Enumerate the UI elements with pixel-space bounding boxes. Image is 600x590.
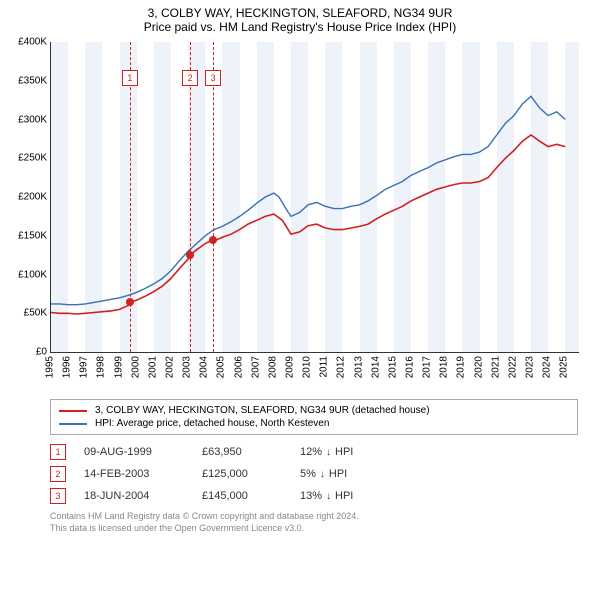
- x-tick-label: 2022: [507, 356, 518, 378]
- y-tick-label: £50K: [1, 308, 47, 319]
- x-tick-label: 1998: [96, 356, 107, 378]
- x-tick-label: 2003: [182, 356, 193, 378]
- legend-swatch-1: [59, 410, 87, 412]
- y-axis-ticks: £0£50K£100K£150K£200K£250K£300K£350K£400…: [1, 42, 47, 352]
- sale-row-date: 14-FEB-2003: [84, 468, 184, 480]
- sale-row-pct-vs-hpi: 12% ↓ HPI: [300, 446, 410, 458]
- x-tick-label: 2009: [285, 356, 296, 378]
- sale-pct-value: 13%: [300, 490, 322, 502]
- sale-row-date: 18-JUN-2004: [84, 490, 184, 502]
- x-tick-label: 2023: [525, 356, 536, 378]
- x-tick-label: 2005: [216, 356, 227, 378]
- x-tick-label: 2020: [473, 356, 484, 378]
- sale-row-badge: 1: [50, 444, 66, 460]
- x-tick-label: 2002: [165, 356, 176, 378]
- x-tick-label: 2001: [147, 356, 158, 378]
- chart-titles: 3, COLBY WAY, HECKINGTON, SLEAFORD, NG34…: [0, 0, 600, 34]
- legend-label-2: HPI: Average price, detached house, Nort…: [95, 418, 329, 429]
- x-tick-label: 2000: [130, 356, 141, 378]
- arrow-down-icon: ↓: [326, 491, 331, 502]
- arrow-down-icon: ↓: [320, 469, 325, 480]
- sale-row: 2 14-FEB-2003 £125,000 5% ↓ HPI: [50, 463, 578, 485]
- legend-row-2: HPI: Average price, detached house, Nort…: [59, 417, 569, 430]
- x-tick-label: 2004: [199, 356, 210, 378]
- sale-vs-label: HPI: [329, 468, 347, 480]
- sale-marker-vline: [213, 42, 214, 352]
- sale-row-badge: 3: [50, 488, 66, 504]
- sale-marker-badge: 3: [205, 70, 221, 86]
- legend: 3, COLBY WAY, HECKINGTON, SLEAFORD, NG34…: [50, 399, 578, 435]
- sale-vs-label: HPI: [335, 446, 353, 458]
- sale-marker-badge: 1: [122, 70, 138, 86]
- sale-row-date: 09-AUG-1999: [84, 446, 184, 458]
- sale-vs-label: HPI: [335, 490, 353, 502]
- x-tick-label: 2008: [267, 356, 278, 378]
- x-tick-label: 1995: [45, 356, 56, 378]
- x-tick-label: 2017: [422, 356, 433, 378]
- legend-row-1: 3, COLBY WAY, HECKINGTON, SLEAFORD, NG34…: [59, 404, 569, 417]
- x-tick-label: 2006: [233, 356, 244, 378]
- title-line-1: 3, COLBY WAY, HECKINGTON, SLEAFORD, NG34…: [0, 6, 600, 20]
- x-tick-label: 2018: [439, 356, 450, 378]
- sale-row-price: £63,950: [202, 446, 282, 458]
- plot-area: £0£50K£100K£150K£200K£250K£300K£350K£400…: [50, 42, 579, 353]
- y-tick-label: £400K: [1, 37, 47, 48]
- sale-pct-value: 5%: [300, 468, 316, 480]
- series-line: [51, 135, 565, 314]
- y-tick-label: £350K: [1, 75, 47, 86]
- sale-marker-badge: 2: [182, 70, 198, 86]
- y-tick-label: £300K: [1, 114, 47, 125]
- sale-row-pct-vs-hpi: 5% ↓ HPI: [300, 468, 410, 480]
- x-tick-label: 2014: [370, 356, 381, 378]
- plot-outer: £0£50K£100K£150K£200K£250K£300K£350K£400…: [50, 42, 578, 397]
- y-tick-label: £0: [1, 347, 47, 358]
- footer-line-1: Contains HM Land Registry data © Crown c…: [50, 511, 578, 523]
- x-tick-label: 1997: [79, 356, 90, 378]
- sale-row-pct-vs-hpi: 13% ↓ HPI: [300, 490, 410, 502]
- footer-line-2: This data is licensed under the Open Gov…: [50, 523, 578, 535]
- sale-row-price: £145,000: [202, 490, 282, 502]
- x-tick-label: 2010: [302, 356, 313, 378]
- x-tick-label: 1996: [62, 356, 73, 378]
- x-tick-label: 2021: [490, 356, 501, 378]
- x-tick-label: 2019: [456, 356, 467, 378]
- sale-row: 3 18-JUN-2004 £145,000 13% ↓ HPI: [50, 485, 578, 507]
- sale-marker-vline: [190, 42, 191, 352]
- x-tick-label: 2024: [542, 356, 553, 378]
- y-tick-label: £100K: [1, 269, 47, 280]
- x-tick-label: 2012: [336, 356, 347, 378]
- y-tick-label: £150K: [1, 230, 47, 241]
- y-tick-label: £250K: [1, 153, 47, 164]
- sale-events-table: 1 09-AUG-1999 £63,950 12% ↓ HPI 2 14-FEB-2003 £1…: [50, 441, 578, 507]
- sale-row-badge: 2: [50, 466, 66, 482]
- y-tick-label: £200K: [1, 192, 47, 203]
- series-line: [51, 96, 565, 304]
- chart-container: 3, COLBY WAY, HECKINGTON, SLEAFORD, NG34…: [0, 0, 600, 534]
- title-line-2: Price paid vs. HM Land Registry's House …: [0, 20, 600, 34]
- sale-marker-dot: [186, 251, 194, 259]
- sale-row-price: £125,000: [202, 468, 282, 480]
- x-tick-label: 2013: [353, 356, 364, 378]
- sale-marker-dot: [126, 298, 134, 306]
- legend-label-1: 3, COLBY WAY, HECKINGTON, SLEAFORD, NG34…: [95, 405, 430, 416]
- x-axis-ticks: 1995199619971998199920002001200220032004…: [50, 353, 578, 397]
- footer-attribution: Contains HM Land Registry data © Crown c…: [50, 511, 578, 534]
- x-tick-label: 2015: [387, 356, 398, 378]
- x-tick-label: 2011: [319, 356, 330, 378]
- x-tick-label: 2016: [405, 356, 416, 378]
- x-tick-label: 2025: [559, 356, 570, 378]
- sale-marker-dot: [209, 236, 217, 244]
- arrow-down-icon: ↓: [326, 447, 331, 458]
- x-tick-label: 2007: [250, 356, 261, 378]
- sale-pct-value: 12%: [300, 446, 322, 458]
- sale-row: 1 09-AUG-1999 £63,950 12% ↓ HPI: [50, 441, 578, 463]
- legend-swatch-2: [59, 423, 87, 425]
- x-tick-label: 1999: [113, 356, 124, 378]
